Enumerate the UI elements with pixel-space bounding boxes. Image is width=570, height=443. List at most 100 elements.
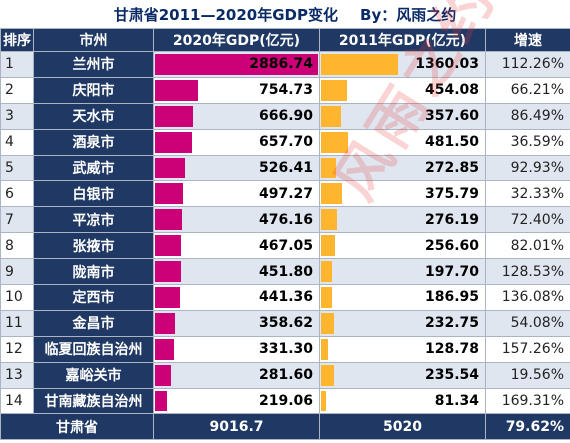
header-gdp-2020[interactable]: 2020年GDP(亿元) <box>153 28 320 52</box>
gdp-2020-databar <box>155 338 174 360</box>
gdp-2020-databar <box>155 157 185 179</box>
gdp-2020-databar <box>155 54 318 75</box>
rank-cell[interactable]: 12 <box>0 335 34 363</box>
gdp-2020-cell[interactable]: 666.90 <box>153 102 320 130</box>
gdp-2020-value: 2886.74 <box>249 56 313 73</box>
gdp-2011-value: 128.78 <box>424 341 479 358</box>
rank-cell[interactable]: 8 <box>0 232 34 260</box>
gdp-2020-cell[interactable]: 358.62 <box>153 309 320 337</box>
gdp-2020-cell[interactable]: 526.41 <box>153 154 320 182</box>
city-cell[interactable]: 平凉市 <box>33 206 154 234</box>
gdp-2020-databar <box>155 261 181 283</box>
gdp-2011-cell[interactable]: 235.54 <box>319 361 486 389</box>
total-growth[interactable]: 79.62% <box>485 413 570 441</box>
gdp-2020-cell[interactable]: 451.80 <box>153 258 320 286</box>
rank-cell[interactable]: 4 <box>0 128 34 156</box>
city-cell[interactable]: 陇南市 <box>33 258 154 286</box>
growth-cell[interactable]: 92.93% <box>485 154 570 182</box>
table-row: 5 武威市 526.41 272.85 92.93% <box>0 154 570 182</box>
city-cell[interactable]: 武威市 <box>33 154 154 182</box>
gdp-2020-cell[interactable]: 476.16 <box>153 206 320 234</box>
growth-cell[interactable]: 66.21% <box>485 76 570 104</box>
rank-cell[interactable]: 11 <box>0 309 34 337</box>
gdp-2011-databar <box>321 183 343 205</box>
city-cell[interactable]: 临夏回族自治州 <box>33 335 154 363</box>
rank-cell[interactable]: 7 <box>0 206 34 234</box>
gdp-2020-cell[interactable]: 754.73 <box>153 76 320 104</box>
city-cell[interactable]: 定西市 <box>33 284 154 311</box>
growth-cell[interactable]: 82.01% <box>485 232 570 260</box>
gdp-2011-databar <box>321 105 342 127</box>
city-cell[interactable]: 天水市 <box>33 102 154 130</box>
rank-cell[interactable]: 6 <box>0 180 34 208</box>
gdp-2020-cell[interactable]: 657.70 <box>153 128 320 156</box>
total-gdp-2020[interactable]: 9016.7 <box>153 413 320 441</box>
rank-cell[interactable]: 2 <box>0 76 34 104</box>
gdp-2020-cell[interactable]: 331.30 <box>153 335 320 363</box>
gdp-2011-cell[interactable]: 357.60 <box>319 102 486 130</box>
header-growth[interactable]: 增速 <box>485 28 570 52</box>
gdp-2011-cell[interactable]: 128.78 <box>319 335 486 363</box>
header-city[interactable]: 市州 <box>33 28 154 52</box>
gdp-2011-databar <box>321 338 329 360</box>
rank-cell[interactable]: 13 <box>0 361 34 389</box>
gdp-2020-value: 666.90 <box>258 108 313 125</box>
header-rank[interactable]: 排序 <box>0 28 34 52</box>
rank-cell[interactable]: 14 <box>0 387 34 415</box>
city-cell[interactable]: 金昌市 <box>33 309 154 337</box>
city-cell[interactable]: 庆阳市 <box>33 76 154 104</box>
rank-cell[interactable]: 9 <box>0 258 34 286</box>
total-label[interactable]: 甘肃省 <box>0 413 154 441</box>
city-cell[interactable]: 嘉峪关市 <box>33 361 154 389</box>
gdp-2011-cell[interactable]: 375.79 <box>319 180 486 208</box>
gdp-2011-value: 481.50 <box>424 134 479 151</box>
growth-cell[interactable]: 32.33% <box>485 180 570 208</box>
gdp-2020-cell[interactable]: 281.60 <box>153 361 320 389</box>
city-cell[interactable]: 甘南藏族自治州 <box>33 387 154 415</box>
gdp-2011-databar <box>321 54 398 75</box>
gdp-2011-cell[interactable]: 1360.03 <box>319 51 486 78</box>
growth-cell[interactable]: 128.53% <box>485 258 570 286</box>
gdp-2011-cell[interactable]: 186.95 <box>319 284 486 311</box>
gdp-2011-cell[interactable]: 272.85 <box>319 154 486 182</box>
sheet-title-main: 甘肃省2011—2020年GDP变化 <box>113 5 339 24</box>
gdp-2011-databar <box>321 261 333 283</box>
table-row: 7 平凉市 476.16 276.19 72.40% <box>0 206 570 234</box>
city-cell[interactable]: 酒泉市 <box>33 128 154 156</box>
growth-cell[interactable]: 54.08% <box>485 309 570 337</box>
growth-cell[interactable]: 86.49% <box>485 102 570 130</box>
rank-cell[interactable]: 1 <box>0 51 34 78</box>
gdp-2011-cell[interactable]: 197.70 <box>319 258 486 286</box>
gdp-2011-cell[interactable]: 232.75 <box>319 309 486 337</box>
gdp-2020-value: 657.70 <box>258 134 313 151</box>
growth-cell[interactable]: 136.08% <box>485 284 570 311</box>
rank-cell[interactable]: 3 <box>0 102 34 130</box>
city-cell[interactable]: 张掖市 <box>33 232 154 260</box>
growth-cell[interactable]: 169.31% <box>485 387 570 415</box>
total-gdp-2011[interactable]: 5020 <box>319 413 486 441</box>
gdp-2020-databar <box>155 312 176 334</box>
gdp-2020-cell[interactable]: 441.36 <box>153 284 320 311</box>
header-gdp-2011[interactable]: 2011年GDP(亿元) <box>319 28 486 52</box>
city-cell[interactable]: 兰州市 <box>33 51 154 78</box>
gdp-2011-cell[interactable]: 256.60 <box>319 232 486 260</box>
gdp-2020-cell[interactable]: 467.05 <box>153 232 320 260</box>
gdp-2020-cell[interactable]: 219.06 <box>153 387 320 415</box>
growth-cell[interactable]: 19.56% <box>485 361 570 389</box>
growth-cell[interactable]: 157.26% <box>485 335 570 363</box>
gdp-2011-cell[interactable]: 454.08 <box>319 76 486 104</box>
growth-cell[interactable]: 36.59% <box>485 128 570 156</box>
gdp-2011-cell[interactable]: 81.34 <box>319 387 486 415</box>
growth-cell[interactable]: 72.40% <box>485 206 570 234</box>
gdp-2011-value: 256.60 <box>424 237 479 254</box>
gdp-2020-value: 451.80 <box>258 263 313 280</box>
gdp-2011-value: 375.79 <box>424 185 479 202</box>
gdp-2011-cell[interactable]: 276.19 <box>319 206 486 234</box>
gdp-2011-cell[interactable]: 481.50 <box>319 128 486 156</box>
city-cell[interactable]: 白银市 <box>33 180 154 208</box>
growth-cell[interactable]: 112.26% <box>485 51 570 78</box>
rank-cell[interactable]: 10 <box>0 284 34 311</box>
gdp-2020-cell[interactable]: 497.27 <box>153 180 320 208</box>
rank-cell[interactable]: 5 <box>0 154 34 182</box>
gdp-2020-cell[interactable]: 2886.74 <box>153 51 320 78</box>
